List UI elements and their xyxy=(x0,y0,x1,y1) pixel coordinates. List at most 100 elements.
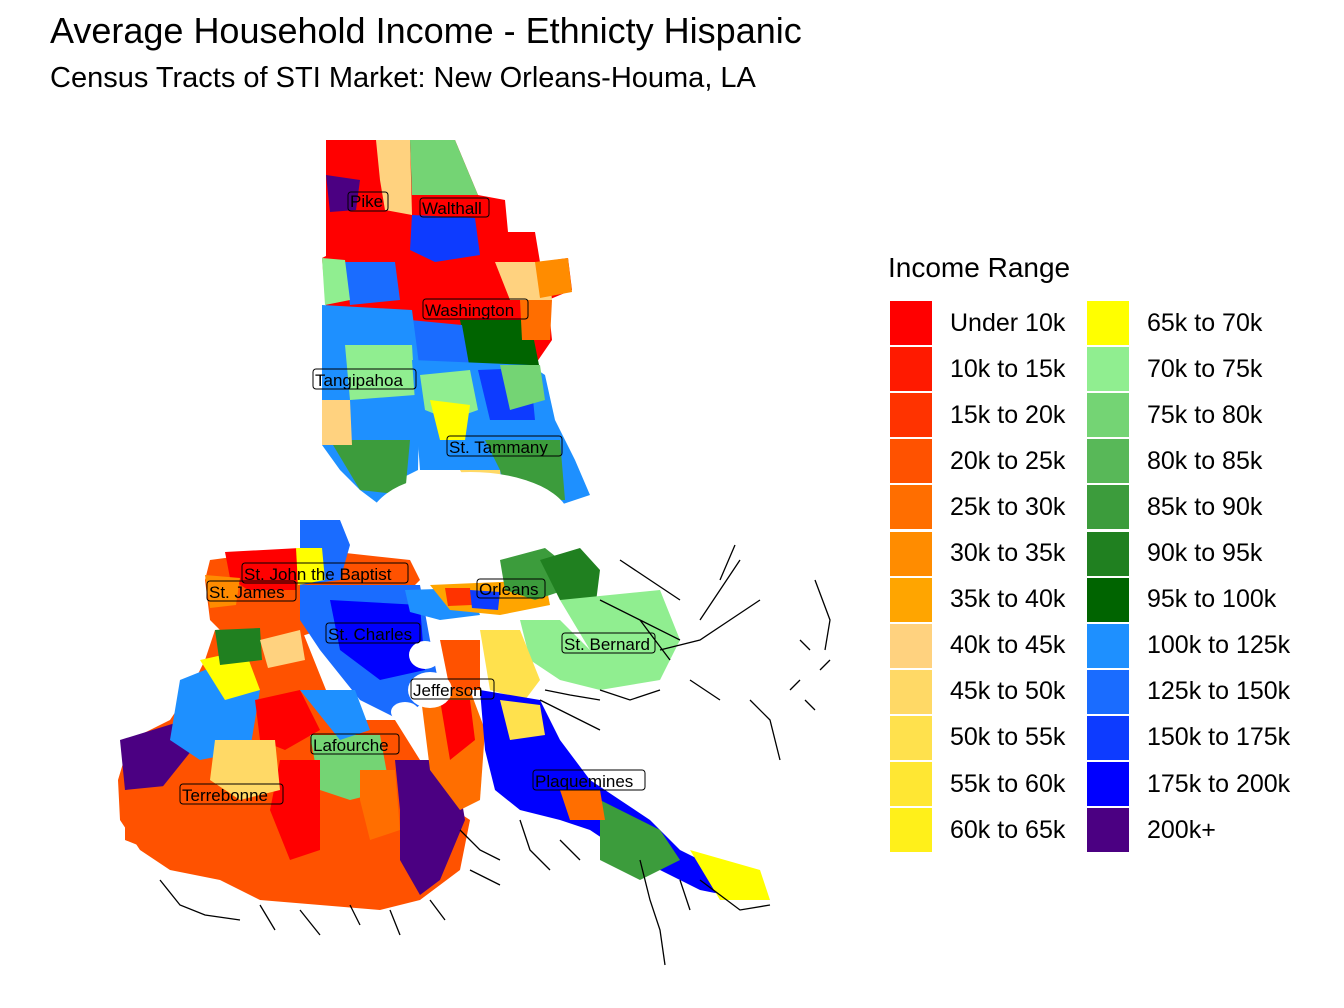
label-st-bernard: St. Bernard xyxy=(561,632,656,654)
legend-swatch xyxy=(1087,301,1129,345)
legend-swatch xyxy=(1087,393,1129,438)
legend-item: 55k to 60k xyxy=(890,762,1065,806)
map-subtitle: Census Tracts of STI Market: New Orleans… xyxy=(50,62,756,94)
legend-label: 35k to 40k xyxy=(950,585,1066,614)
legend-label: 15k to 20k xyxy=(950,400,1066,429)
legend-item: 20k to 25k xyxy=(890,439,1066,484)
legend-label: Under 10k xyxy=(950,308,1066,337)
label-st-charles: St. Charles xyxy=(325,622,421,644)
legend-swatch xyxy=(890,393,932,438)
legend-item: 150k to 175k xyxy=(1087,715,1291,760)
legend-label: 65k to 70k xyxy=(1147,308,1263,337)
svg-text:Lafourche: Lafourche xyxy=(313,736,389,755)
legend-item: 70k to 75k xyxy=(1087,347,1263,392)
svg-text:Pike: Pike xyxy=(350,192,383,211)
legend-item: 85k to 90k xyxy=(1087,485,1262,530)
legend-label: 10k to 15k xyxy=(950,354,1066,383)
svg-text:St. Charles: St. Charles xyxy=(328,625,412,644)
label-st-john: St. John the Baptist xyxy=(241,562,409,584)
legend-swatch xyxy=(890,301,932,345)
label-st-james: St. James xyxy=(206,580,297,602)
legend-item: 10k to 15k xyxy=(890,347,1066,392)
label-tangipahoa: Tangipahoa xyxy=(312,368,417,390)
legend-swatch xyxy=(1087,347,1129,392)
map-title: Average Household Income - Ethnicty Hisp… xyxy=(50,10,802,51)
legend-swatch xyxy=(1087,715,1129,760)
svg-text:Washington: Washington xyxy=(425,301,514,320)
legend-title: Income Range xyxy=(888,252,1071,283)
legend-item: 80k to 85k xyxy=(1087,439,1263,484)
legend-item: 15k to 20k xyxy=(890,393,1066,438)
legend-swatch xyxy=(1087,669,1129,714)
legend-item: 35k to 40k xyxy=(890,577,1066,622)
legend-label: 20k to 25k xyxy=(950,446,1066,475)
svg-text:Plaquemines: Plaquemines xyxy=(535,772,633,791)
legend-item: 50k to 55k xyxy=(890,715,1066,760)
legend-label: 25k to 30k xyxy=(950,492,1066,521)
legend-item: 45k to 50k xyxy=(890,669,1066,714)
label-plaquemines: Plaquemines xyxy=(532,769,646,791)
legend-item: Under 10k xyxy=(890,301,1065,345)
legend-item: 30k to 35k xyxy=(890,531,1066,576)
label-washington: Washington xyxy=(422,298,529,320)
legend-item: 90k to 95k xyxy=(1087,531,1262,576)
legend-swatch xyxy=(1087,577,1129,622)
label-terrebonne: Terrebonne xyxy=(179,783,284,805)
legend-label: 60k to 65k xyxy=(950,815,1066,844)
legend-label: 95k to 100k xyxy=(1147,585,1277,614)
census-tract-map: Pike Walthall Washington Tangipahoa St. … xyxy=(118,140,831,966)
legend-label: 125k to 150k xyxy=(1147,677,1291,706)
legend-label: 80k to 85k xyxy=(1147,446,1263,475)
svg-text:St. Tammany: St. Tammany xyxy=(449,438,548,457)
legend-item: 95k to 100k xyxy=(1087,577,1277,622)
legend-label: 100k to 125k xyxy=(1147,631,1291,660)
legend-label: 200k+ xyxy=(1147,815,1216,844)
legend-swatch xyxy=(890,762,932,806)
label-pike: Pike xyxy=(347,191,389,212)
legend-swatch xyxy=(890,439,932,484)
legend-item: 200k+ xyxy=(1087,808,1216,853)
legend-swatch xyxy=(890,531,932,576)
svg-text:Walthall: Walthall xyxy=(422,199,482,218)
svg-text:Tangipahoa: Tangipahoa xyxy=(315,371,403,390)
parish-labels: Pike Walthall Washington Tangipahoa St. … xyxy=(179,191,656,805)
lake-pontchartrain xyxy=(370,472,570,568)
legend-swatch xyxy=(1087,762,1129,806)
legend-item: 60k to 65k xyxy=(890,808,1066,853)
northern-counties xyxy=(322,140,572,372)
legend-item: 65k to 70k xyxy=(1087,301,1262,345)
legend-label: 30k to 35k xyxy=(950,539,1066,567)
label-lafourche: Lafourche xyxy=(310,733,400,755)
legend-swatch xyxy=(890,347,932,392)
label-jefferson: Jefferson xyxy=(410,678,495,700)
legend-label: 75k to 80k xyxy=(1147,400,1263,429)
svg-text:Orleans: Orleans xyxy=(479,580,539,599)
legend-swatch xyxy=(1087,485,1129,530)
legend-item: 100k to 125k xyxy=(1087,623,1291,668)
legend-swatch xyxy=(1087,439,1129,484)
legend-swatch xyxy=(1087,623,1129,668)
marsh-texture xyxy=(159,544,831,966)
legend-swatch xyxy=(890,669,932,714)
legend-swatch xyxy=(890,577,932,622)
river-parishes xyxy=(205,520,680,720)
legend-swatch xyxy=(890,485,932,530)
legend-item: 40k to 45k xyxy=(890,623,1066,668)
legend-label: 70k to 75k xyxy=(1147,354,1263,383)
legend-swatch xyxy=(890,808,932,853)
svg-text:Jefferson: Jefferson xyxy=(413,681,483,700)
legend-swatch xyxy=(890,715,932,760)
jefferson-plaquemines xyxy=(420,690,770,900)
svg-text:St. John the Baptist: St. John the Baptist xyxy=(244,565,392,584)
svg-text:Terrebonne: Terrebonne xyxy=(182,786,268,805)
legend-item: 75k to 80k xyxy=(1087,393,1263,438)
legend-label: 40k to 45k xyxy=(950,631,1066,660)
legend-swatch xyxy=(1087,531,1129,576)
legend-label: 45k to 50k xyxy=(950,677,1066,706)
legend-label: 55k to 60k xyxy=(950,769,1066,798)
legend-item: 175k to 200k xyxy=(1087,762,1290,806)
svg-text:St. Bernard: St. Bernard xyxy=(564,635,650,654)
legend-label: 150k to 175k xyxy=(1147,723,1291,752)
legend-label: 50k to 55k xyxy=(950,723,1066,752)
svg-text:St. James: St. James xyxy=(209,583,285,602)
